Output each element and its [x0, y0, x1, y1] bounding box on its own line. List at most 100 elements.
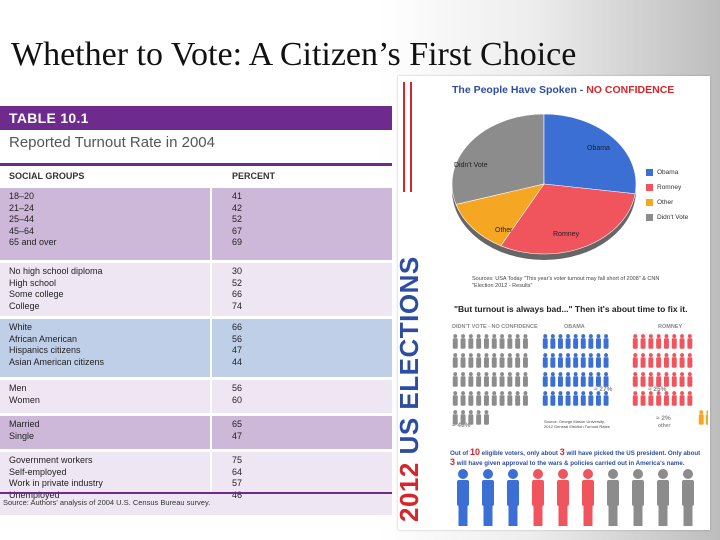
turnout-percent: 30 — [232, 266, 243, 276]
voter-figure — [499, 372, 505, 387]
voter-figure — [679, 353, 685, 368]
voter-figure — [542, 372, 548, 387]
voter-figure — [507, 372, 513, 387]
voter-figure — [671, 391, 677, 406]
turnout-percent: 60 — [232, 394, 243, 405]
voter-figure — [640, 353, 646, 368]
pct-other: ≈ 2% — [656, 415, 671, 422]
column-header-groups: SOCIAL GROUPS — [9, 171, 85, 181]
voter-figure — [550, 372, 556, 387]
table-top-rule — [0, 163, 392, 166]
voter-figure — [476, 410, 482, 425]
voter-figure — [582, 469, 594, 526]
voter-figure — [632, 353, 638, 368]
social-group-label: Some college — [9, 289, 64, 300]
group-values: 56 60 — [232, 383, 242, 406]
social-group-label: African American — [9, 333, 78, 344]
turnout-percent: 56 — [232, 333, 243, 344]
voter-figure — [687, 353, 693, 368]
voter-figure — [542, 353, 548, 368]
voter-figure — [565, 353, 571, 368]
voter-figure — [522, 372, 528, 387]
voter-figure — [603, 372, 609, 387]
social-group-label: Asian American citizens — [9, 356, 105, 367]
voter-figure — [468, 353, 474, 368]
social-group-label: No high school diploma — [9, 266, 103, 276]
voter-figure — [705, 410, 708, 425]
pie-slice-obama — [543, 113, 637, 195]
poster-red-rule — [410, 82, 412, 192]
turnout-percent: 47 — [232, 345, 243, 356]
voter-figure — [457, 469, 469, 526]
pie-legend: Obama Romney Other Didn't Vote — [646, 165, 688, 225]
voter-figure — [663, 372, 669, 387]
voter-figure — [663, 334, 669, 349]
voter-figure — [682, 469, 694, 526]
turnout-percent: 74 — [232, 300, 243, 311]
turnout-percent: 52 — [232, 214, 243, 225]
poster-red-rule — [403, 82, 405, 192]
group-labels: 18–20 21–24 25–44 45–64 65 and over — [9, 191, 57, 249]
voter-figure — [550, 334, 556, 349]
voter-figure — [671, 353, 677, 368]
turnout-percent: 67 — [232, 225, 243, 236]
voter-figure — [476, 391, 482, 406]
voter-figure — [588, 353, 594, 368]
voter-figure — [595, 353, 601, 368]
voter-figure — [656, 334, 662, 349]
turnout-percent: 46 — [232, 489, 243, 500]
voter-figure — [687, 334, 693, 349]
social-group-label: Hispanics citizens — [9, 345, 81, 356]
turnout-percent: 64 — [232, 466, 243, 477]
voter-figure — [452, 391, 458, 406]
voter-figure — [460, 391, 466, 406]
voter-figure — [595, 372, 601, 387]
turnout-percent: 75 — [232, 455, 243, 465]
table-group: 18–20 21–24 25–44 45–64 65 and over 41 42 52 67 6… — [0, 188, 392, 260]
social-group-label: Government workers — [9, 455, 93, 465]
voter-figure — [515, 372, 521, 387]
voter-figure — [499, 391, 505, 406]
voter-figure — [460, 372, 466, 387]
social-group-label: 65 and over — [9, 237, 57, 248]
voter-figure — [550, 391, 556, 406]
voter-figure — [640, 334, 646, 349]
voter-figure — [460, 353, 466, 368]
voter-figure — [468, 391, 474, 406]
voter-figure — [507, 353, 513, 368]
voter-figure — [452, 372, 458, 387]
voter-figure — [603, 391, 609, 406]
slide-title: Whether to Vote: A Citizen’s First Choic… — [11, 36, 577, 73]
voter-figure — [565, 372, 571, 387]
voter-figure — [607, 469, 619, 526]
voter-figure — [632, 469, 644, 526]
voter-figure — [468, 334, 474, 349]
voter-figure — [640, 372, 646, 387]
voter-figure — [603, 334, 609, 349]
legend-item: Didn't Vote — [646, 210, 688, 225]
voter-figure — [580, 391, 586, 406]
voter-figure — [679, 334, 685, 349]
voter-figure — [507, 391, 513, 406]
group-labels: No high school diploma High school Some co… — [9, 266, 103, 312]
table-source: Source: Authors' analysis of 2004 U.S. C… — [3, 498, 211, 507]
voter-figure — [557, 469, 569, 526]
table-group: White African American Hispanics citizens A… — [0, 319, 392, 377]
turnout-percent: 41 — [232, 191, 243, 201]
turnout-percent: 52 — [232, 277, 243, 288]
legend-swatch — [646, 184, 653, 191]
voter-figure — [687, 391, 693, 406]
legend-label: Obama — [657, 169, 679, 176]
voter-figure — [452, 410, 458, 425]
poster-year: 2012 — [398, 462, 424, 522]
group-labels: Married Single — [9, 419, 40, 442]
voter-figure — [580, 334, 586, 349]
voter-figure — [671, 372, 677, 387]
table-number: TABLE 10.1 — [9, 110, 89, 126]
voter-figure — [580, 353, 586, 368]
voter-figure — [663, 391, 669, 406]
poster-vertical-heading: 2012 US ELECTIONS — [398, 256, 425, 522]
turnout-percent: 57 — [232, 478, 243, 489]
voter-figure — [507, 469, 519, 526]
turnout-percent: 44 — [232, 356, 243, 367]
